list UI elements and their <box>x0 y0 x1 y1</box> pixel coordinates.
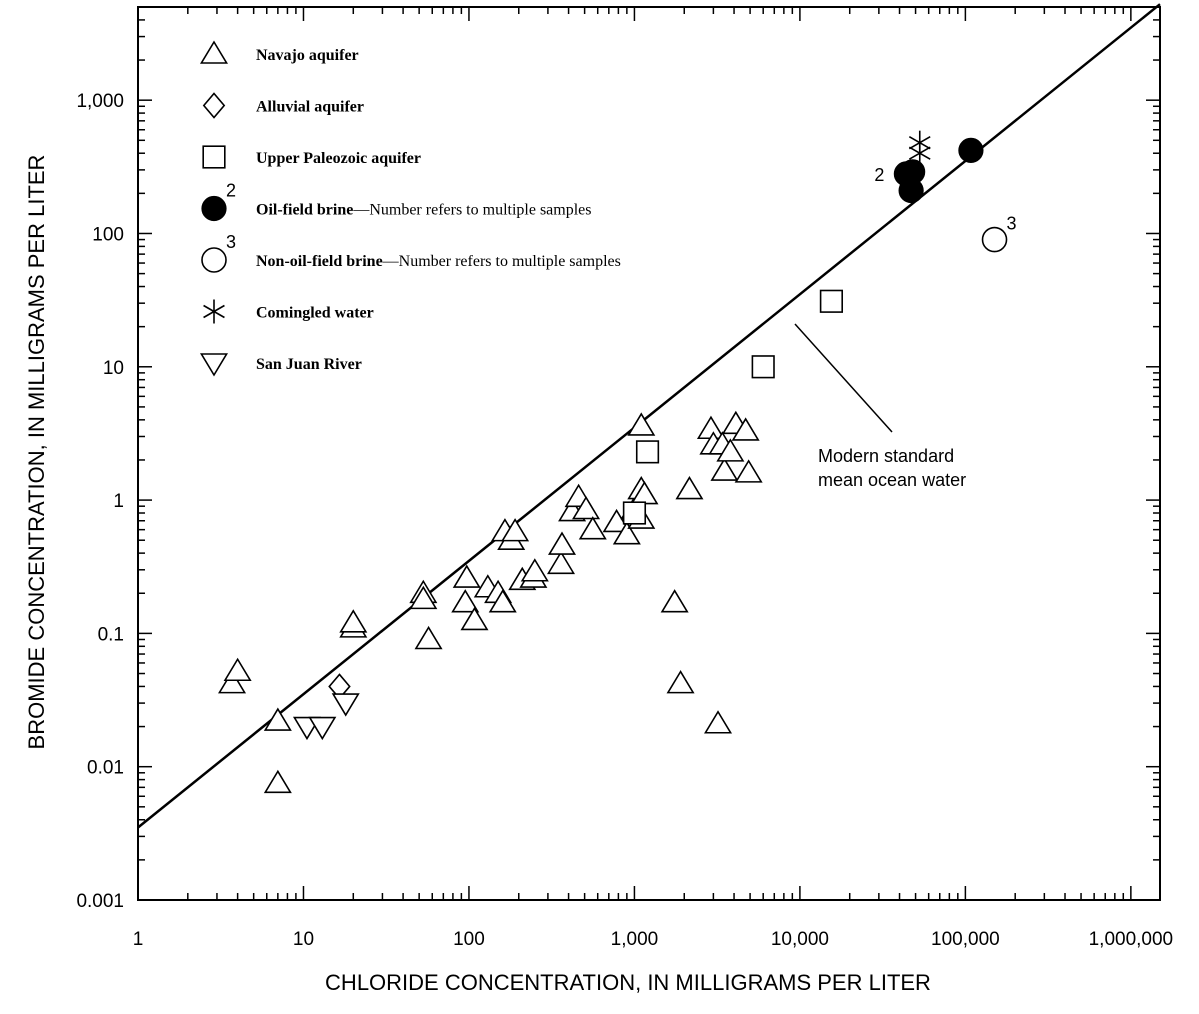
point-upper-paleozoic-aquifer <box>622 501 647 525</box>
ocean-water-label-line1: Modern standard <box>818 446 954 466</box>
legend-series-name: Oil-field brine <box>256 202 353 219</box>
legend-series-name: Non-oil-field brine <box>256 253 383 270</box>
legend-marker-navajo-aquifer <box>199 40 229 64</box>
point-navajo-aquifer <box>263 707 292 731</box>
y-tick-label: 1,000 <box>76 91 124 112</box>
point-navajo-aquifer <box>734 459 763 483</box>
point-navajo-aquifer <box>612 521 641 545</box>
point-navajo-aquifer <box>547 531 577 555</box>
x-tick-label: 10,000 <box>771 929 829 950</box>
point-upper-paleozoic-aquifer <box>635 440 660 464</box>
point-oil-field-brine <box>898 177 924 204</box>
legend: Navajo aquifer Alluvial aquifer Upper Pale… <box>199 40 621 377</box>
y-tick-label: 100 <box>92 224 124 245</box>
legend-item-navajo-aquifer: Navajo aquifer <box>199 40 359 64</box>
legend-label: Navajo aquifer <box>256 47 359 64</box>
point-navajo-aquifer <box>223 657 252 682</box>
point-navajo-aquifer <box>263 769 292 794</box>
legend-label: Comingled water <box>256 305 374 322</box>
point-navajo-aquifer <box>578 516 607 540</box>
point-navajo-aquifer <box>546 550 576 575</box>
point-navajo-aquifer <box>675 475 704 500</box>
point-upper-paleozoic-aquifer <box>819 289 844 313</box>
point-san-juan-river <box>331 693 360 717</box>
legend-series-name: Navajo aquifer <box>256 47 359 64</box>
x-axis-title: CHLORIDE CONCENTRATION, IN MILLIGRAMS PE… <box>325 970 931 995</box>
point-navajo-aquifer <box>666 670 695 694</box>
point-navajo-aquifer <box>460 606 489 631</box>
legend-item-upper-paleozoic-aquifer: Upper Paleozoic aquifer <box>202 145 421 169</box>
point-comingled-water <box>908 141 931 166</box>
legend-label: Alluvial aquifer <box>256 99 364 116</box>
legend-marker-oil-field-brine <box>201 195 227 222</box>
sample-count-label: 2 <box>874 165 884 185</box>
legend-item-oil-field-brine: 2 Oil-field brine—Number refers to multip… <box>201 181 592 222</box>
point-navajo-aquifer <box>520 558 549 582</box>
legend-item-comingled-water: Comingled water <box>203 299 374 324</box>
data-points-layer: 23 <box>218 130 1017 794</box>
legend-marker-san-juan-river <box>199 353 229 377</box>
point-navajo-aquifer <box>451 589 480 613</box>
legend-count-label: 2 <box>226 181 236 201</box>
legend-item-non-oil-field-brine: 3 Non-oil-field brine—Number refers to mu… <box>201 232 621 273</box>
point-navajo-aquifer <box>501 518 530 542</box>
legend-label: Upper Paleozoic aquifer <box>256 150 421 167</box>
ocean-water-line <box>137 3 1161 829</box>
x-tick-label: 1,000 <box>611 929 659 950</box>
axes-layer: 1 10 100 1,000 10,000 100,000 1,000,000 0.001 0.… <box>76 6 1174 950</box>
legend-series-name: San Juan River <box>256 356 362 373</box>
point-navajo-aquifer <box>704 710 733 734</box>
point-navajo-aquifer <box>488 589 517 613</box>
ocean-water-label-line2: mean ocean water <box>818 470 966 490</box>
x-tick-label: 100,000 <box>931 929 1000 950</box>
legend-label: San Juan River <box>256 356 362 373</box>
point-oil-field-brine <box>958 137 984 163</box>
point-navajo-aquifer <box>452 564 481 588</box>
legend-label: Non-oil-field brine—Number refers to mul… <box>256 253 621 270</box>
x-tick-label: 10 <box>293 929 314 950</box>
legend-marker-comingled-water <box>203 299 225 324</box>
y-tick-label: 0.1 <box>98 624 124 645</box>
y-axis-title: BROMIDE CONCENTRATION, IN MILLIGRAMS PER… <box>24 155 49 750</box>
point-navajo-aquifer <box>696 415 725 440</box>
point-upper-paleozoic-aquifer <box>751 355 775 379</box>
x-tick-label: 1,000,000 <box>1089 929 1174 950</box>
legend-series-name: Upper Paleozoic aquifer <box>256 150 421 167</box>
plot-frame <box>137 6 1161 901</box>
legend-series-note: —Number refers to multiple samples <box>352 202 591 219</box>
x-tick-label: 100 <box>453 929 485 950</box>
legend-series-note: —Number refers to multiple samples <box>382 253 621 270</box>
legend-marker-upper-paleozoic-aquifer <box>202 145 226 169</box>
legend-count-label: 3 <box>226 232 236 252</box>
y-tick-label: 1 <box>113 491 124 512</box>
point-navajo-aquifer <box>716 438 745 462</box>
reference-line-layer: Modern standard mean ocean water <box>137 3 1161 829</box>
point-navajo-aquifer <box>218 670 247 694</box>
point-navajo-aquifer <box>409 585 438 610</box>
legend-series-name: Comingled water <box>256 305 374 322</box>
x-tick-label: 1 <box>133 929 144 950</box>
y-tick-label: 0.01 <box>87 758 124 779</box>
sample-count-label: 3 <box>1007 214 1017 234</box>
legend-label: Oil-field brine—Number refers to multipl… <box>256 202 592 219</box>
legend-series-name: Alluvial aquifer <box>256 99 364 116</box>
y-tick-label: 0.001 <box>76 891 124 912</box>
point-navajo-aquifer <box>627 412 656 436</box>
point-navajo-aquifer <box>414 625 443 650</box>
point-navajo-aquifer <box>660 589 689 613</box>
ocean-water-leader <box>794 323 893 433</box>
legend-marker-alluvial-aquifer <box>202 92 226 119</box>
y-tick-label: 10 <box>103 358 124 379</box>
point-san-juan-river <box>308 716 337 741</box>
point-navajo-aquifer <box>339 609 368 633</box>
point-non-oil-field-brine <box>981 226 1008 253</box>
legend-marker-non-oil-field-brine <box>201 247 227 273</box>
legend-item-alluvial-aquifer: Alluvial aquifer <box>202 92 364 119</box>
point-navajo-aquifer <box>731 417 760 441</box>
legend-item-san-juan-river: San Juan River <box>199 353 362 377</box>
point-navajo-aquifer <box>572 495 601 520</box>
point-navajo-aquifer <box>710 457 739 481</box>
